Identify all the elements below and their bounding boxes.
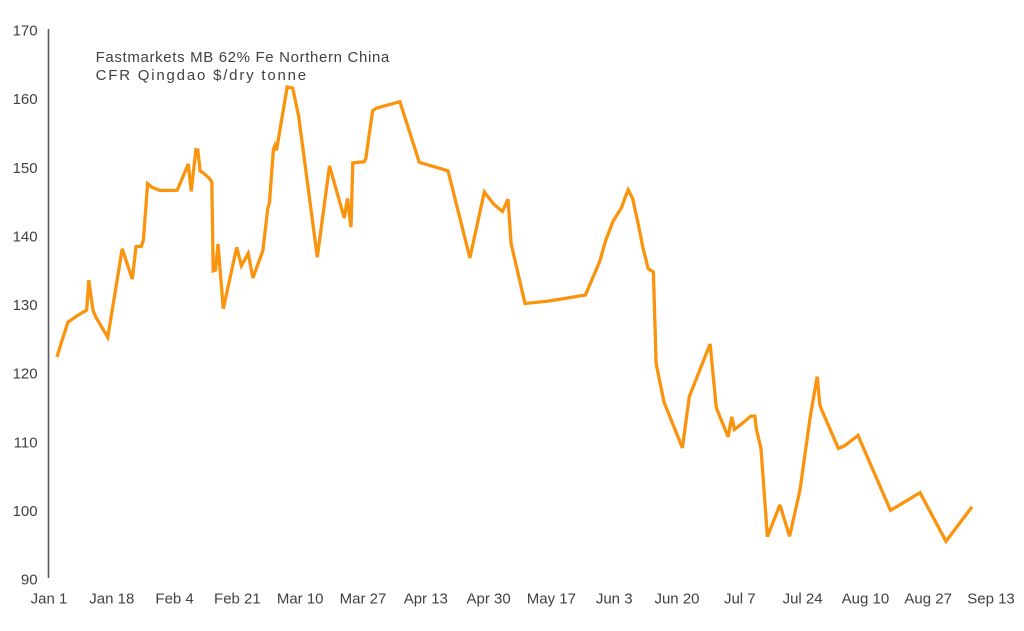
svg-text:Jul 7: Jul 7 [724, 590, 756, 607]
svg-text:100: 100 [13, 503, 38, 520]
svg-text:150: 150 [13, 160, 38, 177]
svg-text:Sep 13: Sep 13 [967, 590, 1015, 607]
svg-text:Jul 24: Jul 24 [783, 590, 823, 607]
svg-text:Aug 27: Aug 27 [904, 590, 952, 607]
svg-text:Mar 27: Mar 27 [340, 590, 387, 607]
svg-text:130: 130 [13, 297, 38, 314]
svg-text:Jan 1: Jan 1 [31, 590, 68, 607]
svg-text:170: 170 [13, 23, 38, 40]
svg-text:90: 90 [21, 572, 38, 589]
svg-text:Jun 20: Jun 20 [654, 590, 699, 607]
svg-text:110: 110 [14, 434, 38, 451]
svg-text:Jan 18: Jan 18 [89, 590, 134, 607]
svg-text:CFR Qingdao $/dry tonne: CFR Qingdao $/dry tonne [96, 67, 308, 84]
svg-text:Mar 10: Mar 10 [277, 590, 324, 607]
svg-text:Aug 10: Aug 10 [842, 590, 890, 607]
svg-text:Apr 13: Apr 13 [404, 590, 448, 607]
svg-text:Jun 3: Jun 3 [596, 590, 633, 607]
svg-text:Fastmarkets MB 62% Fe Northern: Fastmarkets MB 62% Fe Northern China [96, 49, 390, 66]
svg-text:Feb 21: Feb 21 [214, 590, 261, 607]
svg-text:May 17: May 17 [527, 590, 576, 607]
svg-text:Apr 30: Apr 30 [466, 590, 510, 607]
svg-text:140: 140 [13, 229, 38, 246]
svg-text:160: 160 [13, 91, 38, 108]
svg-text:Feb 4: Feb 4 [155, 590, 193, 607]
svg-text:120: 120 [13, 366, 38, 383]
